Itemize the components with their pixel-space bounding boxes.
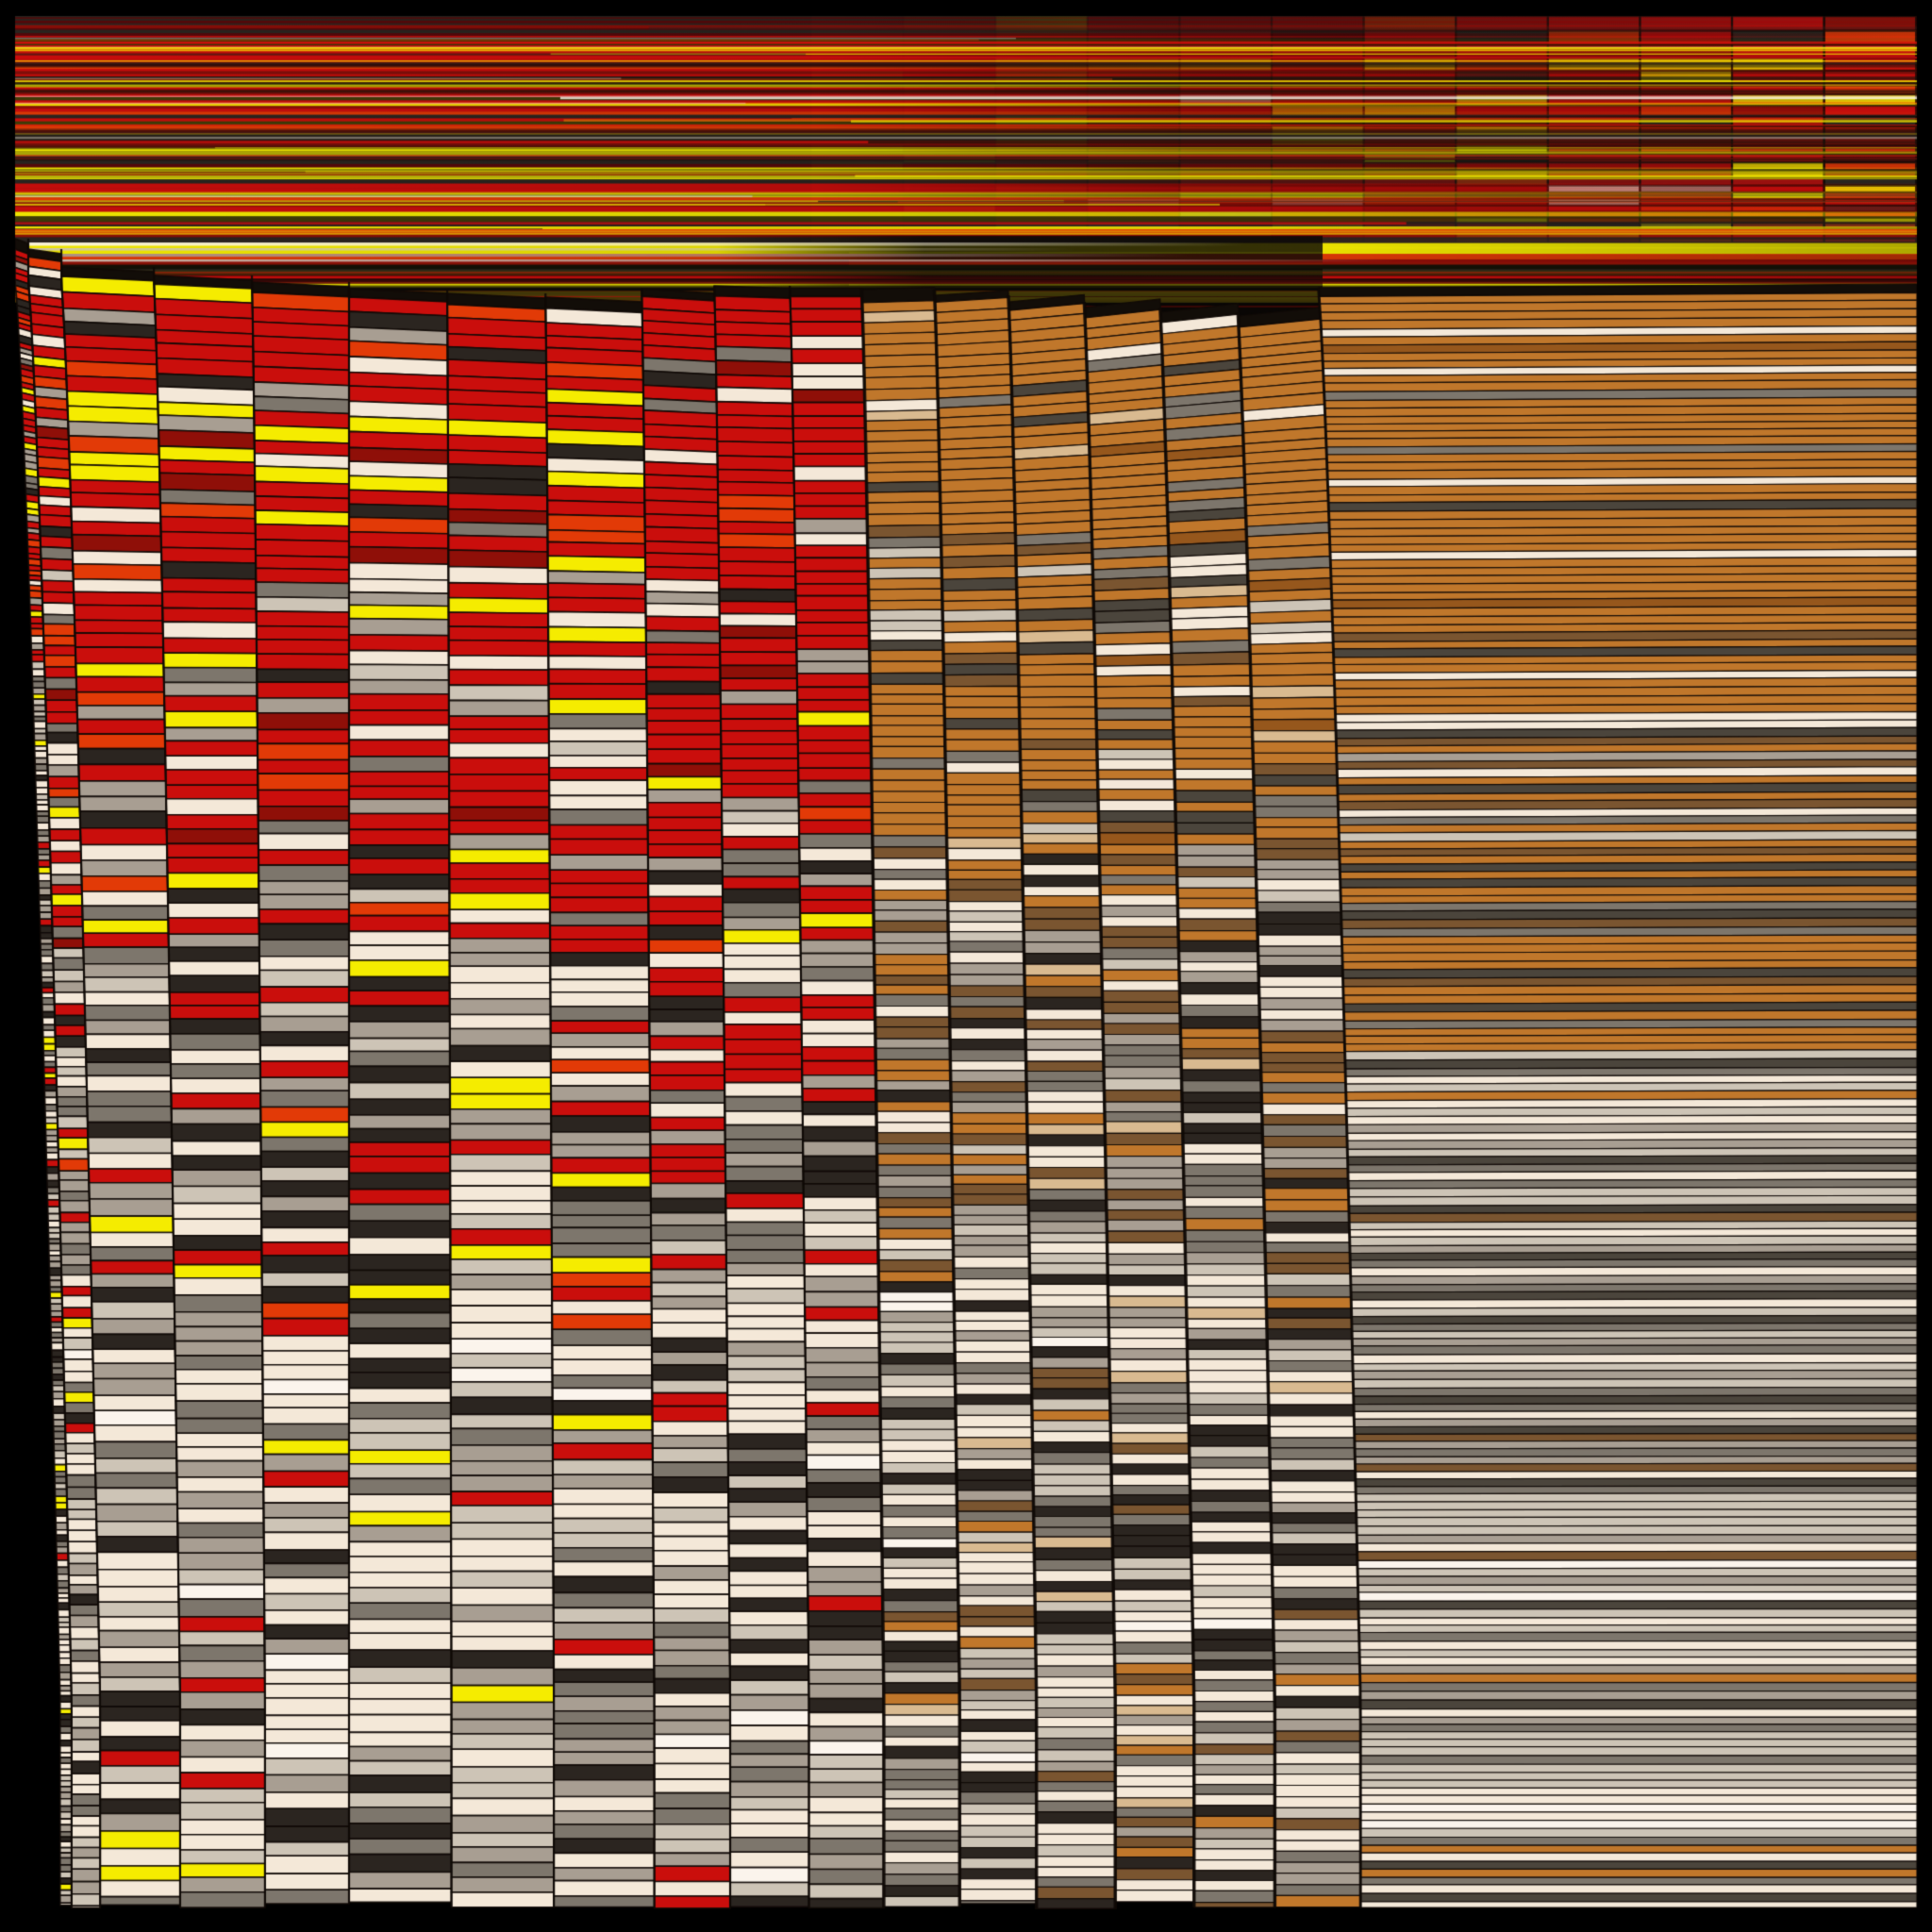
artwork-frame: [0, 0, 1932, 1932]
stripe-art-canvas: [0, 0, 1932, 1932]
